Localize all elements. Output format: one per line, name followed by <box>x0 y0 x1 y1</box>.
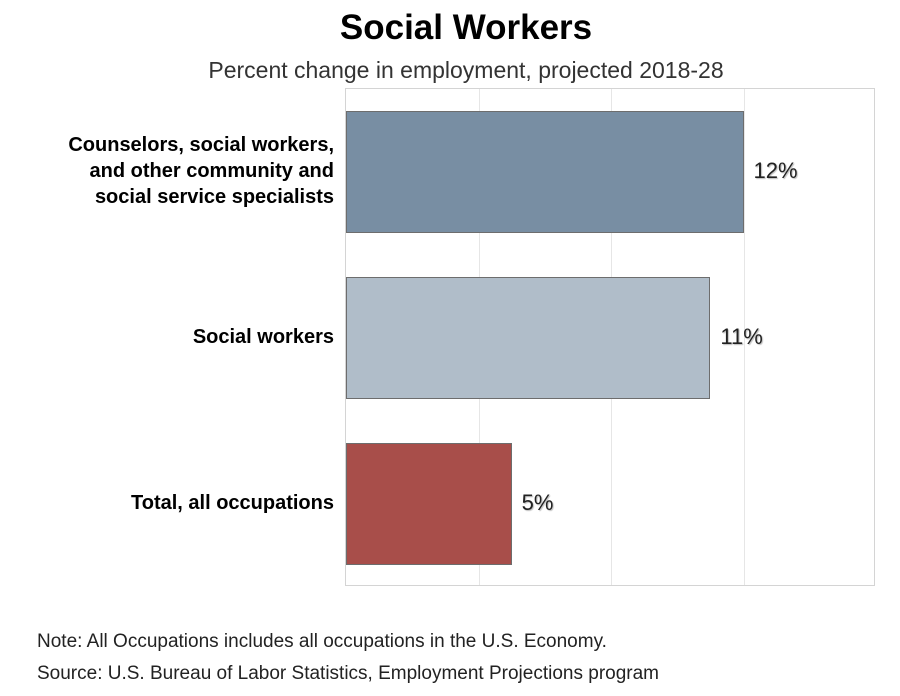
chart-subtitle: Percent change in employment, projected … <box>208 57 724 83</box>
bar <box>346 111 744 233</box>
bar-value-label: 5% <box>521 490 554 515</box>
bar-value-label: 11% <box>720 324 763 349</box>
category-label: Total, all occupations <box>131 492 334 514</box>
note-text: Note: All Occupations includes all occup… <box>37 631 607 652</box>
plot-area: 12% 11% 5% <box>345 88 875 586</box>
bar-value-label: 12% <box>753 158 798 183</box>
bar <box>346 443 512 565</box>
bar <box>346 277 711 399</box>
chart-title: Social Workers <box>339 8 593 47</box>
source-text: Source: U.S. Bureau of Labor Statistics,… <box>37 663 659 684</box>
category-label: Social workers <box>192 326 334 348</box>
category-label: Counselors, social workers, and other co… <box>68 134 334 208</box>
gridline <box>744 89 745 585</box>
